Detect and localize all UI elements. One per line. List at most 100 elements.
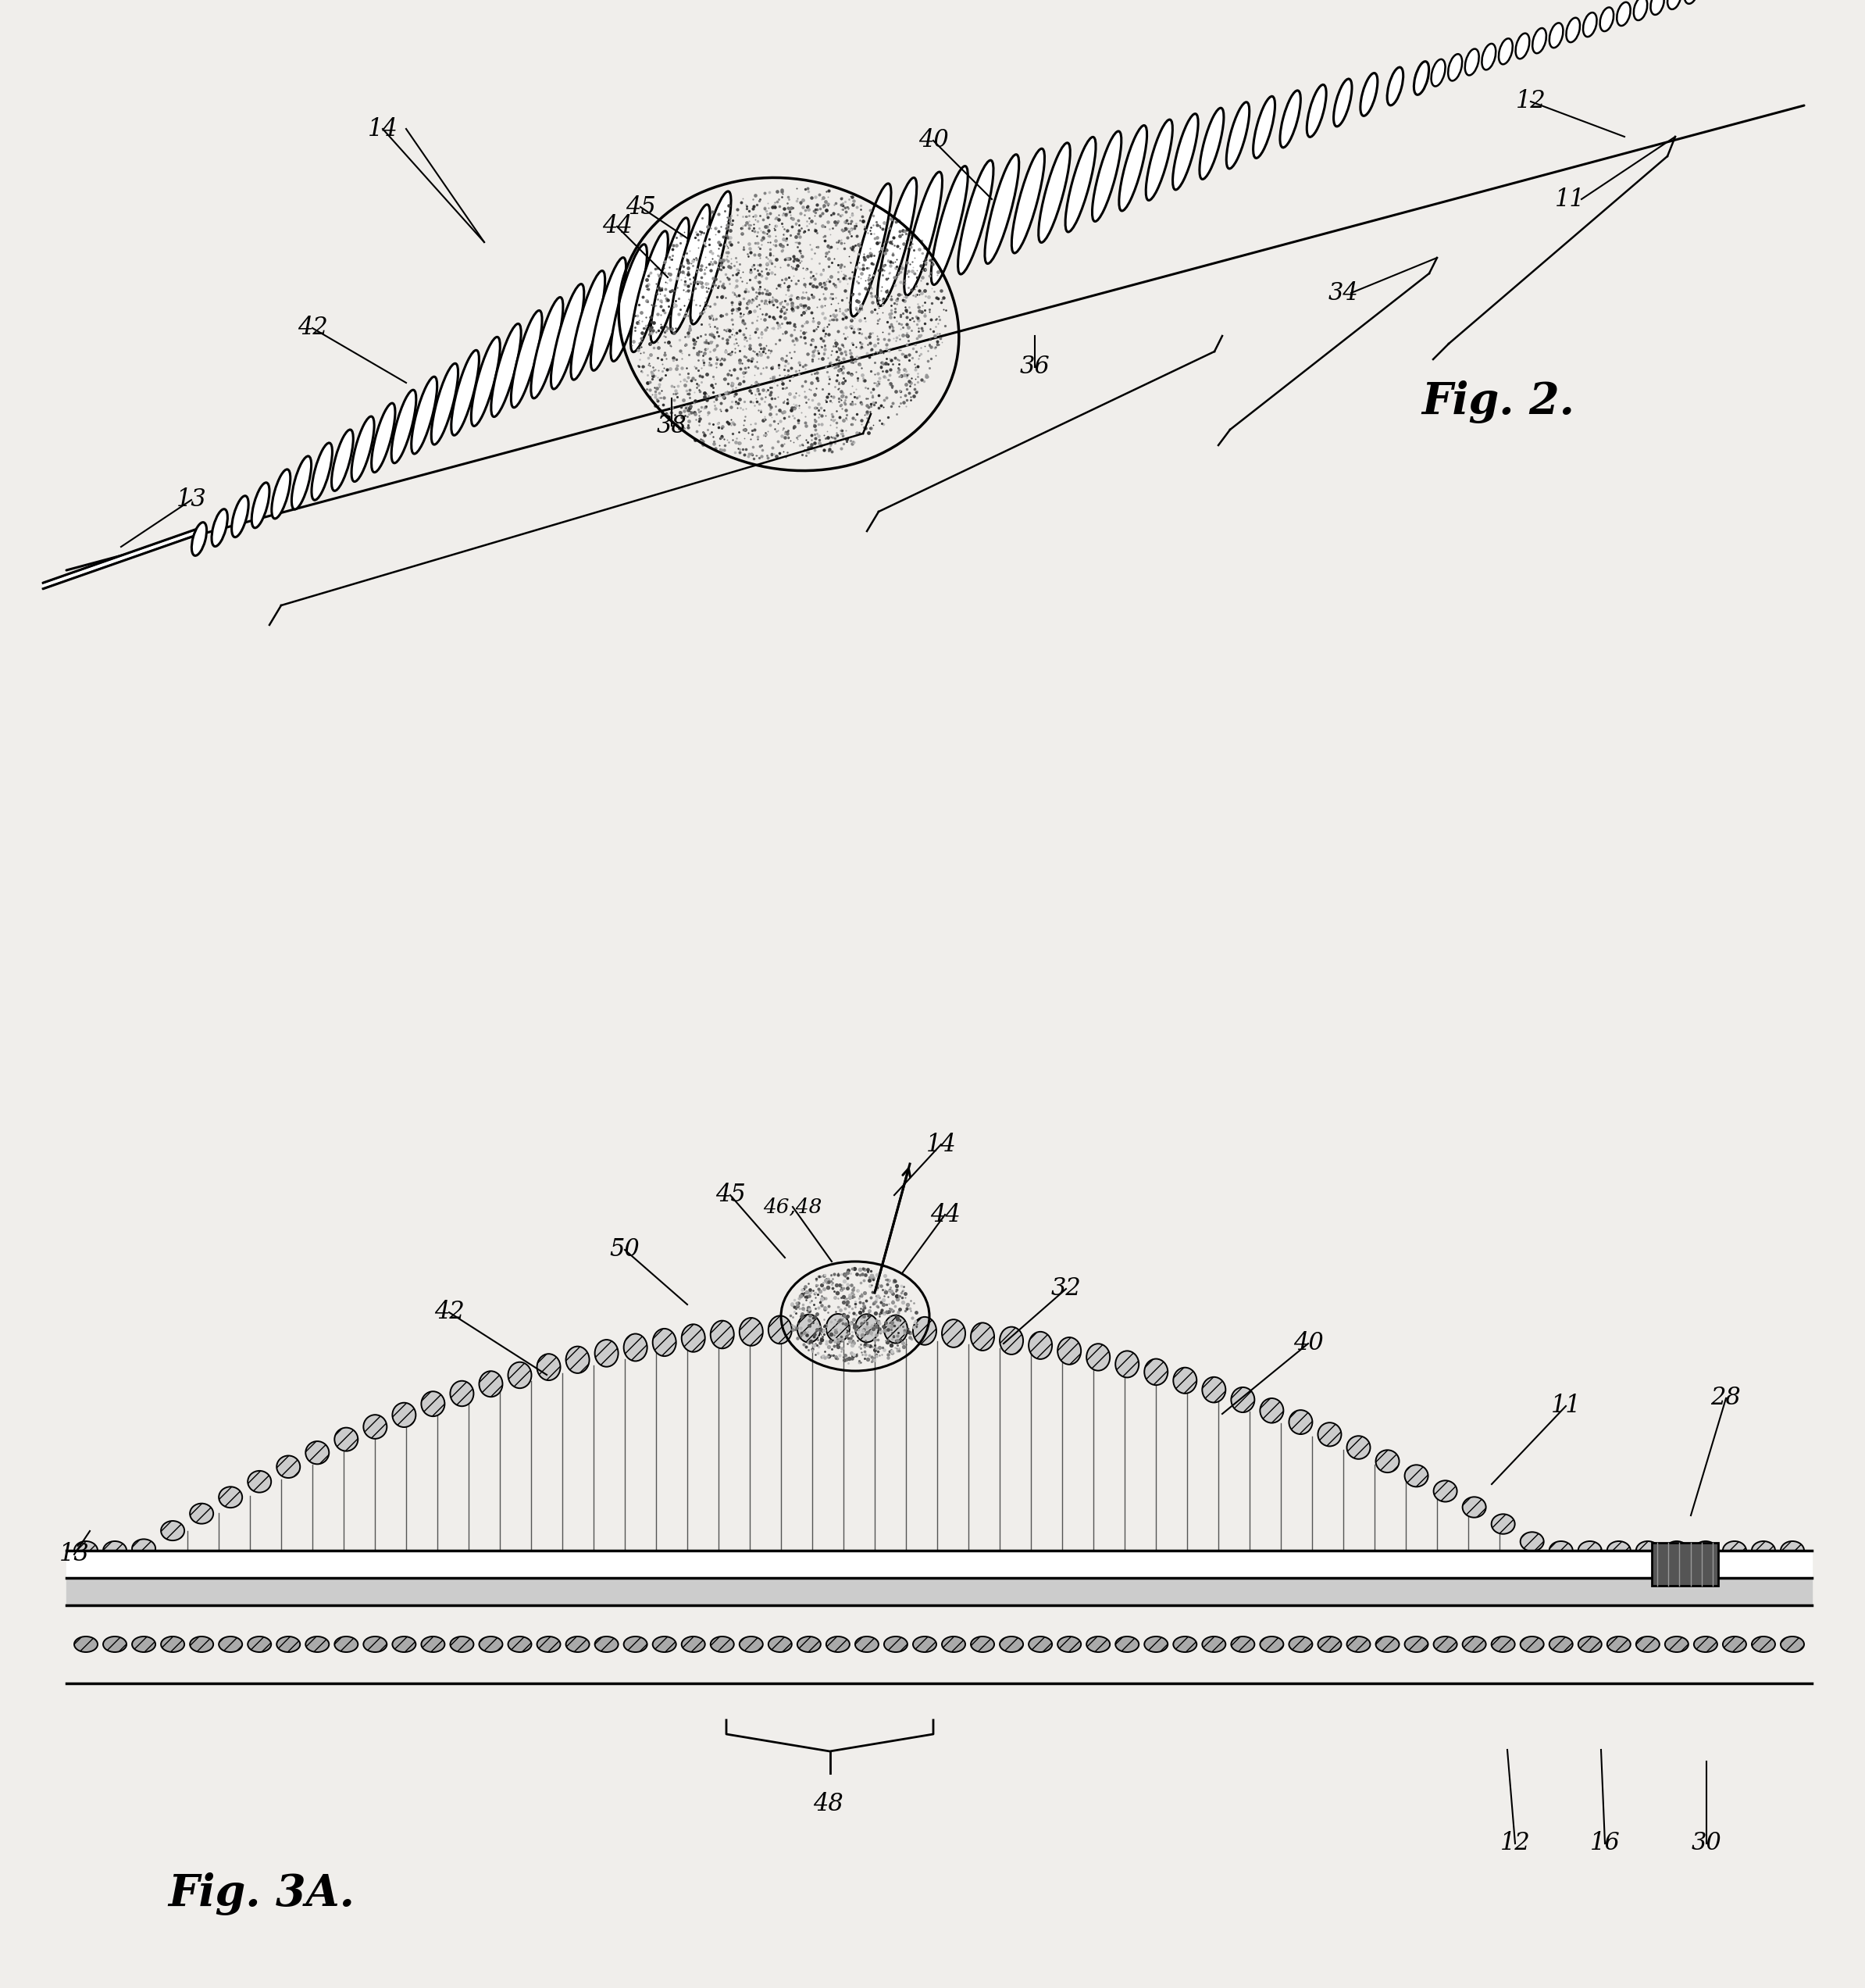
Ellipse shape xyxy=(1319,1423,1341,1445)
Ellipse shape xyxy=(884,1636,908,1652)
Ellipse shape xyxy=(1231,1636,1255,1652)
Ellipse shape xyxy=(1520,1533,1544,1551)
Ellipse shape xyxy=(1173,1636,1197,1652)
Text: 44: 44 xyxy=(602,215,632,239)
Ellipse shape xyxy=(670,205,711,334)
Ellipse shape xyxy=(1376,1449,1399,1473)
Ellipse shape xyxy=(334,1427,358,1451)
Ellipse shape xyxy=(276,1455,300,1477)
Ellipse shape xyxy=(1279,91,1300,147)
Ellipse shape xyxy=(479,1372,502,1398)
Bar xyxy=(1652,1543,1718,1586)
Ellipse shape xyxy=(231,495,248,537)
Ellipse shape xyxy=(218,1636,242,1652)
Ellipse shape xyxy=(1347,1636,1371,1652)
Ellipse shape xyxy=(306,1441,328,1463)
Ellipse shape xyxy=(1057,1636,1082,1652)
Ellipse shape xyxy=(103,1636,127,1652)
Ellipse shape xyxy=(1404,1636,1429,1652)
Ellipse shape xyxy=(972,1322,994,1350)
Ellipse shape xyxy=(1115,1636,1140,1652)
Text: 28: 28 xyxy=(1710,1386,1742,1409)
Ellipse shape xyxy=(392,1404,416,1427)
Ellipse shape xyxy=(768,1316,793,1344)
Ellipse shape xyxy=(1693,1541,1718,1561)
Ellipse shape xyxy=(1029,1636,1052,1652)
Ellipse shape xyxy=(1492,1636,1514,1652)
Ellipse shape xyxy=(1665,1541,1688,1561)
Text: 50: 50 xyxy=(610,1239,640,1262)
Ellipse shape xyxy=(1253,95,1276,159)
Ellipse shape xyxy=(1447,54,1462,82)
Ellipse shape xyxy=(451,350,479,435)
Ellipse shape xyxy=(1492,1515,1514,1535)
Ellipse shape xyxy=(931,167,968,284)
Ellipse shape xyxy=(190,1636,213,1652)
Ellipse shape xyxy=(160,1521,185,1541)
Ellipse shape xyxy=(1550,1541,1572,1561)
Ellipse shape xyxy=(132,1539,155,1559)
Ellipse shape xyxy=(1404,1465,1429,1487)
Ellipse shape xyxy=(1462,1636,1486,1652)
Ellipse shape xyxy=(550,284,584,390)
Text: 36: 36 xyxy=(1020,356,1050,380)
Ellipse shape xyxy=(856,1636,878,1652)
Ellipse shape xyxy=(1516,34,1529,60)
Ellipse shape xyxy=(1376,1636,1399,1652)
Ellipse shape xyxy=(537,1354,560,1380)
Ellipse shape xyxy=(472,338,500,425)
Ellipse shape xyxy=(1781,1541,1803,1561)
Ellipse shape xyxy=(651,219,688,342)
Ellipse shape xyxy=(421,1392,444,1415)
Ellipse shape xyxy=(1087,1636,1110,1652)
Ellipse shape xyxy=(1634,0,1647,20)
Ellipse shape xyxy=(1608,1541,1630,1561)
Ellipse shape xyxy=(364,1415,386,1439)
Ellipse shape xyxy=(332,429,352,491)
Ellipse shape xyxy=(371,404,395,473)
Text: 32: 32 xyxy=(1050,1276,1082,1300)
Text: 48: 48 xyxy=(813,1793,843,1817)
Ellipse shape xyxy=(1665,1636,1688,1652)
Ellipse shape xyxy=(914,1316,936,1346)
Ellipse shape xyxy=(1466,50,1479,76)
Ellipse shape xyxy=(1065,137,1097,233)
Ellipse shape xyxy=(739,1636,763,1652)
Ellipse shape xyxy=(431,364,459,445)
Ellipse shape xyxy=(1087,1344,1110,1370)
Ellipse shape xyxy=(1578,1636,1602,1652)
Ellipse shape xyxy=(272,469,291,519)
Ellipse shape xyxy=(1011,149,1044,252)
Ellipse shape xyxy=(1651,0,1664,14)
Ellipse shape xyxy=(1684,0,1697,4)
Ellipse shape xyxy=(160,1636,185,1652)
Ellipse shape xyxy=(690,191,731,324)
Ellipse shape xyxy=(850,183,891,316)
Text: 40: 40 xyxy=(1292,1332,1324,1356)
Ellipse shape xyxy=(796,1636,821,1652)
Ellipse shape xyxy=(1608,1636,1630,1652)
Text: 13: 13 xyxy=(175,487,207,513)
Ellipse shape xyxy=(252,483,269,529)
Ellipse shape xyxy=(1781,1636,1803,1652)
Ellipse shape xyxy=(1723,1636,1746,1652)
Ellipse shape xyxy=(1388,68,1402,105)
Ellipse shape xyxy=(884,1316,908,1344)
Ellipse shape xyxy=(1347,1435,1371,1459)
Ellipse shape xyxy=(1617,2,1630,26)
Polygon shape xyxy=(43,529,200,588)
Text: Fig. 3A.: Fig. 3A. xyxy=(168,1873,354,1914)
Ellipse shape xyxy=(449,1382,474,1406)
Ellipse shape xyxy=(1261,1398,1283,1423)
Text: 42: 42 xyxy=(297,316,328,340)
Ellipse shape xyxy=(511,310,543,408)
Ellipse shape xyxy=(1000,1326,1024,1354)
Ellipse shape xyxy=(595,1340,617,1368)
Ellipse shape xyxy=(1029,1332,1052,1360)
Ellipse shape xyxy=(1667,0,1680,10)
Ellipse shape xyxy=(1333,80,1352,127)
Ellipse shape xyxy=(739,1318,763,1346)
Ellipse shape xyxy=(1550,1636,1572,1652)
Ellipse shape xyxy=(1173,113,1197,189)
Ellipse shape xyxy=(412,376,436,453)
